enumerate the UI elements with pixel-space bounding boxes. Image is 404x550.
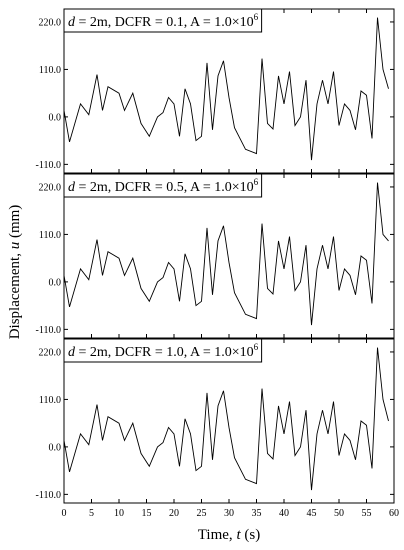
x-tick-label: 25: [197, 508, 207, 519]
y-axis-title: Displacement, u (mm): [7, 205, 23, 340]
panel-label-text: = 2m, DCFR = 1.0, A = 1.0×10: [75, 345, 254, 360]
panel-label: d = 2m, DCFR = 0.1, A = 1.0×106: [68, 12, 259, 30]
panel-label-var: d: [68, 180, 76, 195]
panel-label-box: [63, 173, 263, 198]
panel-label-text: = 2m, DCFR = 0.5, A = 1.0×10: [75, 180, 254, 195]
panel-label-var: d: [68, 15, 76, 30]
panel-label: d = 2m, DCFR = 1.0, A = 1.0×106: [68, 342, 259, 360]
panel-2: -110.0 0.0 110.0 220.0 d = 2m, DCFR = 0.5, A…: [36, 173, 395, 339]
x-axis: 0 5 10 15 20 25 30 35 40 45 50 55 60: [62, 508, 400, 519]
panel-label-sup: 6: [254, 177, 259, 187]
x-tick-label: 40: [279, 508, 289, 519]
y-tick-label: 0.0: [49, 277, 62, 288]
x-tick-label: 55: [362, 508, 372, 519]
y-tick-label: 220.0: [39, 347, 62, 358]
panel-label-box: [63, 338, 263, 363]
x-tick-label: 60: [389, 508, 399, 519]
x-tick-label: 35: [252, 508, 262, 519]
panel-label-box: [63, 8, 263, 33]
displacement-series-line: [63, 182, 389, 326]
panel-label-sup: 6: [254, 342, 259, 352]
x-tick-label: 50: [334, 508, 344, 519]
x-tick-label: 10: [114, 508, 124, 519]
panel-frame: [63, 338, 395, 504]
y-tick-label: 110.0: [39, 230, 61, 241]
y-tick-label: 0.0: [49, 112, 62, 123]
y-tick-label: -110.0: [36, 160, 61, 171]
y-tick-label: -110.0: [36, 325, 61, 336]
y-tick-label: 220.0: [39, 182, 62, 193]
panel-label-sup: 6: [254, 12, 259, 22]
y-tick-label: 220.0: [39, 17, 62, 28]
x-tick-label: 30: [224, 508, 234, 519]
panel-3: -110.0 0.0 110.0 220.0 d = 2m, DCFR = 1.0, A…: [36, 338, 395, 504]
y-tick-label: 0.0: [49, 442, 62, 453]
y-tick-label: -110.0: [36, 490, 61, 501]
panel-label-var: d: [68, 345, 76, 360]
panels-group: -110.0 0.0 110.0 220.0 d = 2m, DCFR = 0.1, A…: [36, 8, 395, 504]
displacement-series-line: [63, 17, 389, 161]
panel-frame: [63, 8, 395, 174]
x-axis-title: Time, t (s): [198, 527, 260, 543]
panel-frame: [63, 173, 395, 339]
y-tick-label: 110.0: [39, 65, 61, 76]
panel-1: -110.0 0.0 110.0 220.0 d = 2m, DCFR = 0.1, A…: [36, 8, 395, 174]
panel-label-text: = 2m, DCFR = 0.1, A = 1.0×10: [75, 15, 254, 30]
x-tick-label: 5: [89, 508, 94, 519]
x-tick-label: 0: [62, 508, 67, 519]
x-tick-label: 15: [142, 508, 152, 519]
displacement-series-line: [63, 347, 389, 491]
panel-label: d = 2m, DCFR = 0.5, A = 1.0×106: [68, 177, 259, 195]
x-tick-label: 20: [169, 508, 179, 519]
y-tick-label: 110.0: [39, 395, 61, 406]
x-tick-label: 45: [307, 508, 317, 519]
